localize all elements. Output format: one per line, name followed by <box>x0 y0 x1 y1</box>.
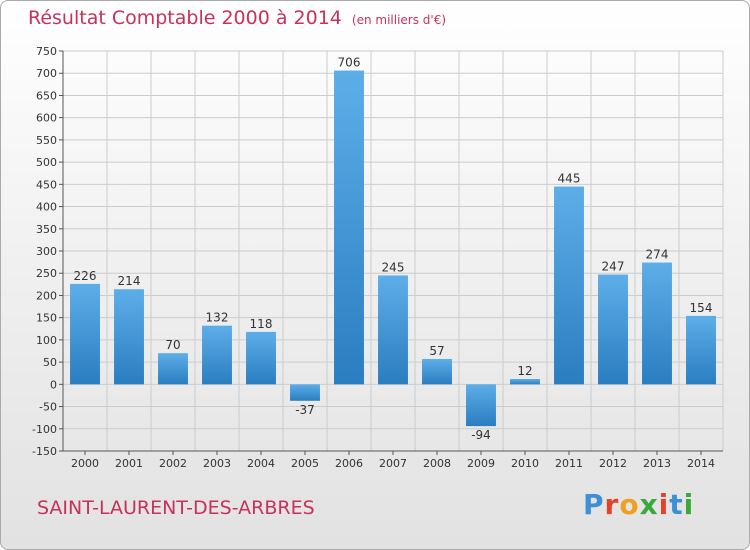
data-label: -94 <box>471 428 491 442</box>
y-tick-label: -100 <box>32 423 57 436</box>
data-label: 706 <box>338 56 361 70</box>
data-labels: 226 214 70 132 118 -37 706 245 57 -94 12 445 247 274 1… <box>74 56 713 443</box>
y-tick-label: 200 <box>36 289 57 302</box>
bar-2008 <box>422 359 452 385</box>
y-tick-label: 700 <box>36 67 57 80</box>
data-label: 445 <box>558 172 581 186</box>
logo-letter: i <box>658 488 670 521</box>
x-tick-label: 2012 <box>599 457 627 470</box>
y-tick-label: -50 <box>39 401 57 414</box>
axes: -150 -100 -50 0 50 100 150 200 250 300 350 400 450 50… <box>32 45 723 470</box>
x-tick-label: 2014 <box>687 457 715 470</box>
logo-letter: r <box>604 488 620 521</box>
logo-letter: i <box>683 488 695 521</box>
data-label: 214 <box>118 274 141 288</box>
grid-lines <box>62 50 724 452</box>
bar-2003 <box>202 325 232 385</box>
y-tick-label: 500 <box>36 156 57 169</box>
x-tick-label: 2002 <box>159 457 187 470</box>
y-tick-label: 750 <box>36 45 57 58</box>
y-tick-label: 50 <box>43 356 57 369</box>
data-label: 118 <box>250 317 273 331</box>
logo-letter: t <box>669 488 684 521</box>
logo-letter: o <box>619 488 640 521</box>
bar-2000 <box>70 283 100 385</box>
x-tick-label: 2001 <box>115 457 143 470</box>
data-label: 226 <box>74 269 97 283</box>
y-tick-label: 400 <box>36 201 57 214</box>
chart-title: Résultat Comptable 2000 à 2014 (en millie… <box>28 7 446 29</box>
y-tick-label: 600 <box>36 112 57 125</box>
data-label: 12 <box>517 364 532 378</box>
y-tick-label: 450 <box>36 178 57 191</box>
x-tick-label: 2010 <box>511 457 539 470</box>
y-tick-label: 550 <box>36 134 57 147</box>
data-label: 70 <box>165 338 180 352</box>
bar-2004 <box>246 331 276 385</box>
x-tick-label: 2011 <box>555 457 583 470</box>
location-name: SAINT-LAURENT-DES-ARBRES <box>37 497 315 519</box>
bar-2006 <box>334 70 364 385</box>
x-tick-label: 2006 <box>335 457 363 470</box>
data-label: -37 <box>295 403 315 417</box>
chart-title-text: Résultat Comptable 2000 à 2014 <box>28 7 342 29</box>
bar-2007 <box>378 275 408 385</box>
data-label: 245 <box>382 260 405 274</box>
y-tick-label: -150 <box>32 445 57 458</box>
y-tick-label: 150 <box>36 312 57 325</box>
logo-letter: P <box>583 488 605 521</box>
bar-2010 <box>510 379 540 385</box>
x-tick-label: 2008 <box>423 457 451 470</box>
x-tick-label: 2003 <box>203 457 231 470</box>
bar-2005 <box>290 384 320 401</box>
bar-2011 <box>554 186 584 385</box>
y-tick-label: 250 <box>36 267 57 280</box>
logo-letter: x <box>639 488 659 521</box>
x-tick-label: 2009 <box>467 457 495 470</box>
x-tick-label: 2013 <box>643 457 671 470</box>
x-tick-label: 2000 <box>71 457 99 470</box>
x-tick-label: 2007 <box>379 457 407 470</box>
data-label: 247 <box>602 260 625 274</box>
y-tick-label: 0 <box>50 378 57 391</box>
bar-2001 <box>114 289 144 385</box>
data-label: 154 <box>690 301 713 315</box>
y-tick-label: 650 <box>36 89 57 102</box>
x-tick-label: 2005 <box>291 457 319 470</box>
x-tick-label: 2004 <box>247 457 275 470</box>
bar-2014 <box>686 315 716 385</box>
bar-2012 <box>598 274 628 385</box>
bar-2009 <box>466 384 496 427</box>
bar-2002 <box>158 353 188 385</box>
y-tick-label: 350 <box>36 223 57 236</box>
data-label: 132 <box>206 311 229 325</box>
y-tick-label: 300 <box>36 245 57 258</box>
proxiti-logo[interactable]: Proxiti <box>583 488 694 521</box>
data-label: 57 <box>429 344 444 358</box>
chart-subtitle: (en milliers d'€) <box>351 13 447 27</box>
bar-2013 <box>642 262 672 385</box>
y-tick-label: 100 <box>36 334 57 347</box>
data-label: 274 <box>646 248 669 262</box>
bars <box>70 70 716 427</box>
